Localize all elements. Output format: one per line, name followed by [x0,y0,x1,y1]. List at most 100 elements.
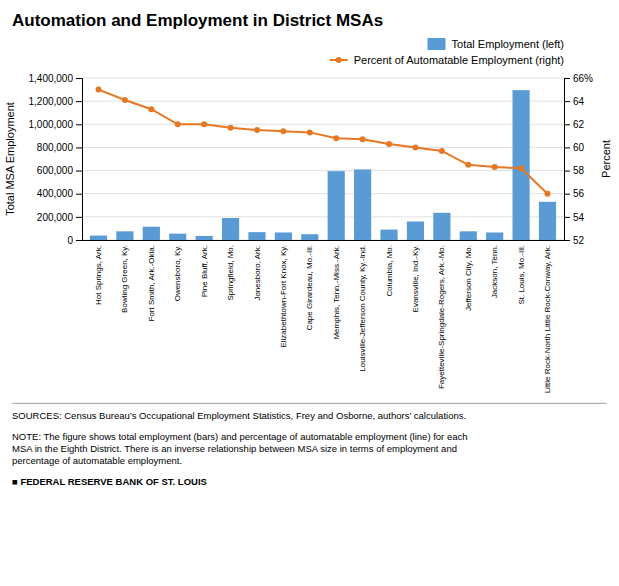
tick: Fayetteville-Springdale-Rogers, Ark.-Mo. [437,245,446,389]
tick-label: Springfield, Mo. [226,245,235,301]
tick: 54 [564,212,585,223]
tick-label: Memphis, Tenn.-Miss.-Ark. [332,245,341,340]
legend-swatch [428,38,446,50]
tick: Fort Smith, Ark.-Okla. [147,245,156,321]
legend: Total Employment (left) Percent of Automa… [330,38,564,66]
plot-area [90,87,556,240]
marker [175,121,181,127]
tick-mark [564,194,570,195]
tick-label: Jonesboro, Ark. [253,245,262,301]
tick-mark [564,240,570,241]
bars [90,90,556,240]
y-axis: 0200,000400,000600,000800,0001,000,0001,… [29,73,83,246]
legend-item: Percent of Automatable Employment (right… [330,54,564,66]
tick-label: Cape Girardeau, Mo.-Ill. [305,245,314,330]
y2-axis-title: Percent [600,140,612,178]
tick-label: Fayetteville-Springdale-Rogers, Ark.-Mo. [437,245,446,389]
bar [486,232,503,240]
marker [228,125,234,131]
axis-line [76,79,83,241]
tick-label: Jefferson City, Mo. [464,245,473,311]
tick: 1,400,000 [29,73,83,84]
legend-label: Total Employment (left) [452,38,564,50]
tick-mark [76,78,82,79]
tick: 62 [564,119,585,130]
axis-line [83,240,565,241]
legend-label: Percent of Automatable Employment (right… [354,54,564,66]
tick: 200,000 [37,212,82,223]
y2-axis: 52 54 56 58 60 62 64 66% [564,73,593,246]
tick: 60 [564,142,585,153]
grid-line [82,170,564,171]
marker [280,128,286,134]
legend-marker [336,57,342,63]
tick-mark [76,171,82,172]
grid-line [82,101,564,102]
marker [412,144,418,150]
tick: Pine Bluff, Ark. [200,245,209,297]
chart: Automation and Employment in District MS… [0,0,619,586]
bar [460,231,477,240]
tick-label: Pine Bluff, Ark. [200,245,209,297]
marker [148,106,154,112]
tick: Jackson, Tenn. [490,245,499,298]
marker [518,165,524,171]
tick: St. Louis, Mo.-Ill. [517,245,526,305]
grid-line [82,78,564,79]
marker [360,136,366,142]
bar [90,236,107,240]
bar [328,171,345,240]
grid [82,78,564,240]
tick-mark [564,171,570,172]
tick-mark [76,217,82,218]
bar [301,234,318,240]
bar [539,202,556,240]
bar [222,218,239,240]
tick-label: 60 [573,142,585,153]
title: Automation and Employment in District MS… [12,11,383,30]
tick-label: Louisville-Jefferson County, Ky.-Ind. [358,245,367,372]
bar [433,213,450,240]
grid-line [82,193,564,194]
x-axis: Hot Springs, Ark. Bowling Green, Ky. Fort … [83,241,565,394]
tick-label: 56 [573,188,585,199]
line [99,90,548,194]
marker [544,191,550,197]
tick: 52 [564,235,585,246]
bar [116,231,133,240]
tick: Owensboro, Ky. [173,245,182,301]
annotation: SOURCES: Census Bureau’s Occupational Em… [12,410,466,421]
tick-label: 66% [573,73,593,84]
tick-label: Owensboro, Ky. [173,245,182,301]
tick-label: 58 [573,165,585,176]
tick-label: Columbia, Mo. [385,245,394,297]
separator [12,403,606,404]
tick: Elizabethtown-Fort Knox, Ky. [279,245,288,348]
tick-label: 1,200,000 [29,96,74,107]
tick-label: 200,000 [37,212,74,223]
tick-mark [76,194,82,195]
tick: 66% [564,73,593,84]
tick-label: 1,000,000 [29,119,74,130]
tick-label: 600,000 [37,165,74,176]
marker [96,87,102,93]
tick-label: Elizabethtown-Fort Knox, Ky. [279,245,288,348]
bar [512,90,529,240]
tick-label: Fort Smith, Ark.-Okla. [147,245,156,321]
tick: 800,000 [37,142,82,153]
line-series [96,87,551,197]
bar [380,230,397,240]
tick: Memphis, Tenn.-Miss.-Ark. [332,245,341,340]
marker [386,141,392,147]
bar [143,227,160,240]
tick: Louisville-Jefferson County, Ky.-Ind. [358,245,367,372]
marker [201,121,207,127]
tick: Bowling Green, Ky. [120,245,129,313]
bar [248,232,265,240]
tick: Hot Springs, Ark. [94,245,103,305]
tick-label: 64 [573,96,585,107]
tick-label: 1,400,000 [29,73,74,84]
tick: 1,000,000 [29,119,83,130]
bar [196,236,213,240]
annotation: NOTE: The figure shows total employment … [12,431,468,467]
